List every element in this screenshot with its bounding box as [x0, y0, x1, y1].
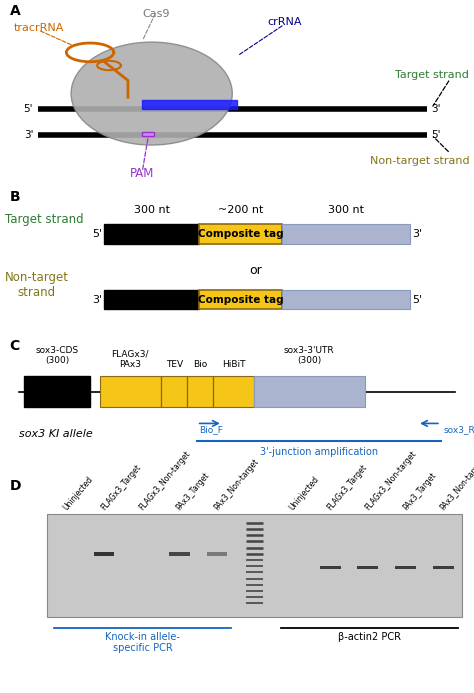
Text: 5': 5' [412, 295, 422, 305]
Text: 3'-junction amplification: 3'-junction amplification [260, 447, 378, 457]
Text: FLAGx3_Non-target: FLAGx3_Non-target [137, 449, 192, 512]
Text: Bio: Bio [193, 360, 208, 369]
Text: C: C [9, 339, 20, 353]
FancyBboxPatch shape [187, 376, 213, 407]
Text: FLAGx3_Non-target: FLAGx3_Non-target [364, 449, 418, 512]
FancyBboxPatch shape [433, 565, 454, 570]
Text: tracrRNA: tracrRNA [14, 23, 64, 33]
FancyBboxPatch shape [142, 132, 154, 136]
FancyBboxPatch shape [320, 565, 341, 570]
Text: Uninjected: Uninjected [288, 475, 321, 512]
Text: PAx3_Non-target: PAx3_Non-target [212, 457, 261, 512]
Text: Bio_F: Bio_F [199, 425, 223, 434]
Text: 5': 5' [92, 229, 102, 239]
Text: TEV: TEV [165, 360, 183, 369]
Text: Cas9: Cas9 [143, 9, 170, 19]
FancyBboxPatch shape [207, 552, 228, 556]
FancyBboxPatch shape [47, 514, 462, 617]
Text: Uninjected: Uninjected [62, 475, 95, 512]
FancyBboxPatch shape [395, 565, 416, 570]
Text: 300 nt: 300 nt [328, 205, 364, 216]
Text: FLAGx3/
PAx3: FLAGx3/ PAx3 [111, 350, 149, 369]
Text: sox3_R: sox3_R [443, 425, 474, 434]
Text: 5': 5' [431, 130, 441, 140]
Text: 3': 3' [412, 229, 422, 239]
Text: Knock-in allele-
specific PCR: Knock-in allele- specific PCR [105, 632, 180, 653]
Text: PAM: PAM [130, 166, 155, 179]
Text: Target strand: Target strand [5, 213, 83, 226]
Text: sox3-3'UTR
(300): sox3-3'UTR (300) [284, 346, 335, 365]
Text: ~200 nt: ~200 nt [218, 205, 263, 216]
Text: 5': 5' [24, 103, 33, 114]
Text: 3': 3' [92, 295, 102, 305]
Text: FLAGx3_Target: FLAGx3_Target [100, 462, 143, 512]
Text: sox3-CDS
(300): sox3-CDS (300) [36, 346, 78, 365]
Text: B: B [9, 190, 20, 204]
Text: PAx3_Target: PAx3_Target [401, 471, 438, 512]
Text: Composite tag: Composite tag [198, 295, 283, 305]
FancyBboxPatch shape [199, 225, 282, 244]
Text: 3': 3' [431, 103, 441, 114]
FancyBboxPatch shape [104, 290, 199, 309]
Text: HiBiT: HiBiT [222, 360, 245, 369]
Text: 300 nt: 300 nt [134, 205, 170, 216]
Text: crRNA: crRNA [267, 17, 301, 28]
FancyBboxPatch shape [357, 565, 378, 570]
Text: PAx3_Non-target: PAx3_Non-target [439, 457, 474, 512]
FancyBboxPatch shape [24, 376, 90, 407]
Text: Composite tag: Composite tag [198, 229, 283, 239]
FancyBboxPatch shape [282, 225, 410, 244]
FancyBboxPatch shape [282, 290, 410, 309]
FancyBboxPatch shape [100, 376, 161, 407]
Text: A: A [9, 3, 20, 18]
FancyBboxPatch shape [254, 376, 365, 407]
Text: D: D [9, 479, 21, 493]
FancyBboxPatch shape [199, 290, 282, 309]
Text: FLAGx3_Target: FLAGx3_Target [326, 462, 369, 512]
Text: Non-target
strand: Non-target strand [5, 271, 69, 299]
Text: or: or [250, 264, 262, 277]
FancyBboxPatch shape [161, 376, 187, 407]
FancyBboxPatch shape [169, 552, 190, 556]
Text: sox3 KI allele: sox3 KI allele [19, 429, 93, 439]
Text: PAx3_Target: PAx3_Target [175, 471, 211, 512]
Ellipse shape [71, 42, 232, 145]
FancyBboxPatch shape [213, 376, 254, 407]
FancyBboxPatch shape [104, 225, 199, 244]
FancyBboxPatch shape [93, 552, 114, 556]
Text: Non-target strand: Non-target strand [370, 156, 469, 166]
Text: Target strand: Target strand [395, 70, 469, 80]
Text: 3': 3' [24, 130, 33, 140]
Text: β-actin2 PCR: β-actin2 PCR [337, 632, 401, 642]
